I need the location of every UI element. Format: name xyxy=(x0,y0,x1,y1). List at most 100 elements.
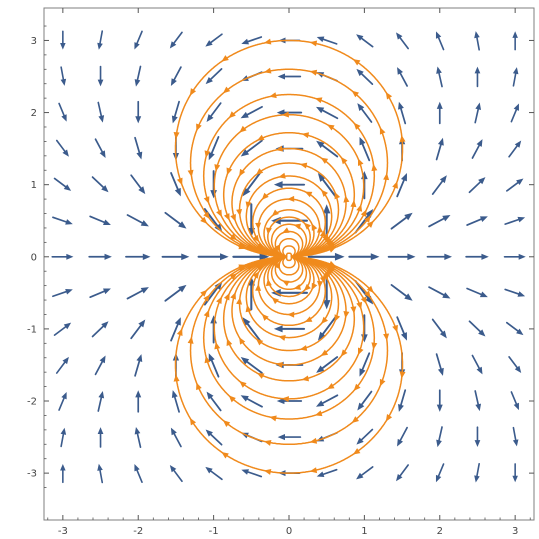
vector-arrow xyxy=(512,463,518,483)
axis-ticks: -3 -2 -1 0 1 2 3 -3 -2 -1 0 1 2 3 xyxy=(27,8,534,537)
vector-arrow xyxy=(60,427,67,448)
streamline xyxy=(222,256,357,382)
vector-arrow xyxy=(348,253,380,261)
streamline xyxy=(265,216,311,258)
vector-arrow xyxy=(170,66,182,86)
x-tick-label: -2 xyxy=(133,526,143,537)
x-tick-label: 1 xyxy=(361,526,367,537)
vector-arrow xyxy=(396,464,409,482)
vector-arrow xyxy=(512,31,518,51)
streamline xyxy=(251,187,327,258)
vector-arrow xyxy=(134,65,142,87)
streamline xyxy=(202,254,378,422)
vector-arrow xyxy=(135,390,142,413)
vector-arrow xyxy=(55,139,69,157)
vector-arrow xyxy=(171,100,180,124)
vector-arrow xyxy=(504,216,526,225)
streamline xyxy=(263,256,318,305)
vector-arrow xyxy=(471,354,483,375)
vector-arrow xyxy=(387,253,416,261)
vector-arrow xyxy=(208,136,220,161)
vector-arrow xyxy=(474,390,482,412)
vector-arrow xyxy=(240,105,263,119)
y-tick-label: 0 xyxy=(31,252,37,263)
vector-arrow xyxy=(273,181,306,189)
vector-arrow xyxy=(466,216,488,226)
vector-arrow xyxy=(241,469,263,478)
vector-arrow xyxy=(97,30,104,50)
vector-arrow xyxy=(134,354,143,377)
vector-arrow xyxy=(58,102,67,122)
streamline xyxy=(282,256,296,269)
vector-arrow xyxy=(466,287,488,298)
vector-arrow xyxy=(134,427,142,448)
vector-arrow xyxy=(206,391,222,412)
y-tick-label: 1 xyxy=(31,180,37,191)
vector-arrow xyxy=(52,216,73,225)
vector-arrow xyxy=(169,465,183,483)
vector-arrow xyxy=(164,284,187,302)
vector-arrow xyxy=(241,36,263,45)
streamline xyxy=(255,256,324,318)
x-tick-label: 3 xyxy=(512,526,518,537)
vector-arrow xyxy=(436,426,443,448)
vector-arrow xyxy=(135,100,142,124)
vector-arrow xyxy=(359,352,371,377)
vector-arrow xyxy=(205,466,223,481)
vector-arrow xyxy=(170,427,182,448)
streamline xyxy=(285,252,293,257)
vector-arrow xyxy=(88,253,112,260)
vector-arrow xyxy=(436,66,443,88)
streamline xyxy=(236,256,341,352)
vector-arrow xyxy=(197,253,229,261)
vector-arrow xyxy=(316,356,339,373)
vector-arrow xyxy=(97,65,104,87)
vector-arrow xyxy=(436,389,443,412)
streamline xyxy=(230,256,350,368)
streamline xyxy=(274,256,300,276)
vector-arrow xyxy=(94,138,106,159)
x-tick-label: -1 xyxy=(209,526,219,537)
streamline xyxy=(255,195,324,258)
vector-arrow xyxy=(397,67,408,87)
streamline xyxy=(274,227,304,258)
y-tick-label: 2 xyxy=(31,108,37,119)
vector-arrow xyxy=(390,212,413,230)
vector-arrow xyxy=(170,317,181,342)
vector-arrow xyxy=(398,101,407,125)
streamline xyxy=(282,245,296,258)
x-tick-label: -3 xyxy=(58,526,68,537)
vector-arrow xyxy=(134,464,143,484)
vector-arrow xyxy=(428,215,451,228)
vector-arrow xyxy=(435,137,444,161)
vector-arrow xyxy=(431,318,447,339)
vector-arrow xyxy=(504,288,526,297)
vector-arrow xyxy=(316,394,339,407)
vector-arrow xyxy=(396,32,409,50)
streamline xyxy=(230,145,350,258)
vector-arrow xyxy=(130,174,146,195)
streamline xyxy=(173,38,406,258)
vector-arrow xyxy=(357,103,373,123)
vector-arrow xyxy=(396,316,407,341)
streamlines xyxy=(173,38,406,475)
vector-arrow xyxy=(503,253,526,260)
vector-arrow xyxy=(512,426,519,447)
vector-arrow xyxy=(316,140,339,158)
vector-arrow xyxy=(91,176,109,193)
vector-arrow xyxy=(316,36,338,45)
vector-arrow xyxy=(134,30,143,50)
vector-arrow xyxy=(508,356,522,374)
vector-arrow xyxy=(277,73,302,80)
vector-arrow xyxy=(58,391,67,411)
vector-arrow xyxy=(240,139,263,157)
vector-arrow xyxy=(205,429,223,446)
vector-arrow xyxy=(206,102,222,122)
vector-arrow xyxy=(161,253,190,261)
vector-arrow xyxy=(171,390,180,413)
vector-arrow xyxy=(170,172,181,197)
vector-arrow xyxy=(208,353,220,378)
vector-arrow xyxy=(510,391,519,411)
vector-arrow xyxy=(164,211,187,229)
